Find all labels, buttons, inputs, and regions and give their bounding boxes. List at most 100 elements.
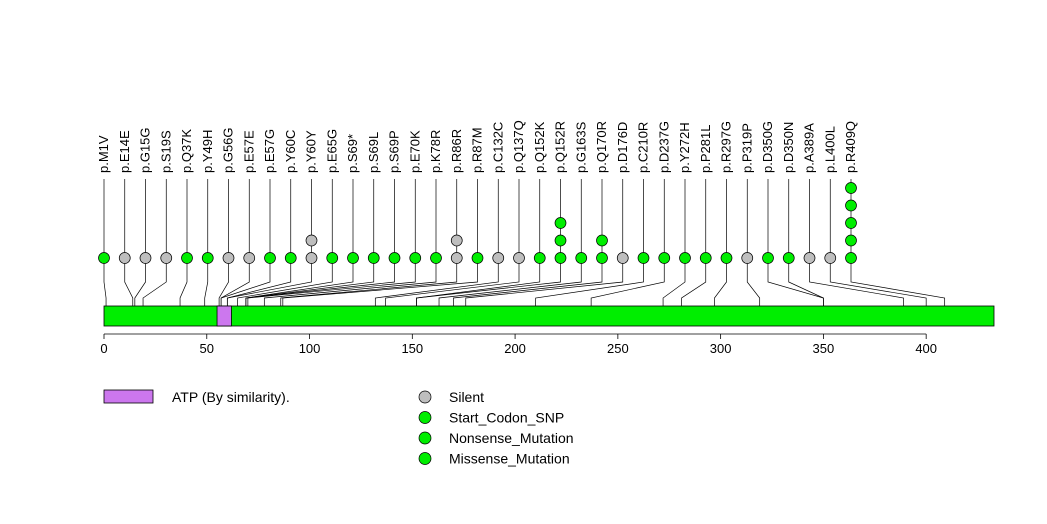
mutation-label-p-a389a: p.A389A (802, 123, 817, 173)
connector-p-y272h (662, 258, 686, 306)
connector-p-q137q (385, 258, 520, 306)
mutation-label-p-q37k: p.Q37K (179, 129, 194, 173)
connector-p-d176d (465, 258, 624, 306)
x-tick-label-200: 200 (504, 341, 526, 356)
mutation-label-p-e70k: p.E70K (407, 130, 422, 173)
mutation-label-p-s69-: p.S69* (345, 134, 360, 173)
point-p-r409q-0 (845, 252, 857, 264)
mutation-label-p-q152r: p.Q152R (553, 121, 568, 173)
point-p-r86r-1 (450, 234, 463, 247)
connector-p-s19s (142, 258, 167, 306)
point-p-s69--0 (347, 252, 359, 264)
legend-marker-silent (418, 390, 432, 404)
legend-domain-swatch-0 (103, 389, 154, 404)
connector-p-r87m (282, 258, 478, 306)
mutation-label-p-d237g: p.D237G (656, 121, 671, 173)
connector-p-e57g (220, 258, 271, 306)
connector-p-q37k (179, 258, 188, 306)
mutation-label-p-r87m: p.R87M (470, 127, 485, 173)
point-p-a389a-0 (803, 252, 816, 264)
connector-p-d350g (767, 258, 824, 306)
connector-p-d350n (788, 258, 824, 306)
mutation-stems (103, 179, 852, 258)
connector-p-k78r (263, 258, 437, 306)
legend-marker-start-codon-snp (418, 411, 432, 424)
point-p-r409q-4 (845, 182, 857, 194)
mutation-label-p-s19s: p.S19S (158, 130, 173, 173)
connector-p-e70k (247, 258, 416, 306)
mutation-label-p-p281l: p.P281L (698, 125, 713, 173)
mutation-label-p-e14e: p.E14E (117, 130, 132, 173)
legend-marker-missense-mutation (418, 452, 432, 465)
mutation-label-p-m1v: p.M1V (96, 135, 111, 173)
point-p-q170r-1 (596, 234, 608, 247)
point-p-e57g-0 (264, 252, 276, 264)
point-p-y60c-0 (284, 252, 297, 264)
connector-p-p319p (746, 258, 761, 306)
connector-p-c132c (374, 258, 499, 306)
mutation-label-p-g56g: p.G56G (221, 127, 236, 173)
connector-p-y60c (226, 258, 292, 306)
connector-p-p281l (681, 258, 707, 306)
point-p-e65g-0 (326, 252, 339, 264)
mutation-label-p-s69l: p.S69L (366, 132, 381, 173)
connector-lines (103, 258, 946, 306)
point-p-c132c-0 (492, 252, 505, 264)
mutation-label-p-y60y: p.Y60Y (304, 130, 319, 173)
mutation-label-p-e57e: p.E57E (241, 130, 256, 173)
mutation-points (98, 182, 857, 264)
point-p-r409q-1 (845, 234, 857, 247)
mutation-label-p-r409q: p.R409Q (843, 121, 858, 173)
x-tick-label-250: 250 (607, 341, 629, 356)
connector-p-q170r (453, 258, 603, 306)
connector-p-e65g (237, 258, 333, 306)
connector-p-m1v (103, 258, 107, 306)
legend-label-nonsense-mutation: Nonsense_Mutation (449, 430, 574, 446)
point-p-y60y-1 (305, 234, 318, 247)
connector-p-e14e (124, 258, 134, 306)
mutation-label-p-p319p: p.P319P (739, 123, 754, 173)
point-p-q37k-0 (181, 252, 193, 264)
point-p-p319p-0 (741, 252, 754, 264)
connector-p-l400l (829, 258, 927, 306)
point-p-m1v-0 (98, 252, 110, 264)
legend-marker-nonsense-mutation (418, 431, 432, 445)
connector-p-y49h (204, 258, 209, 306)
mutation-label-p-k78r: p.K78R (428, 130, 443, 173)
connector-p-g15g (134, 258, 146, 306)
point-p-c210r-0 (637, 252, 650, 264)
mutation-label-p-r86r: p.R86R (449, 129, 464, 173)
mutation-label-p-r297g: p.R297G (719, 121, 734, 173)
legend: ATP (By similarity). Silent Start_Codon_SN… (103, 389, 574, 467)
point-p-q152k-0 (533, 252, 546, 264)
x-tick-label-50: 50 (200, 341, 214, 356)
connector-p-y60y (226, 258, 312, 306)
connector-p-s69p (245, 258, 395, 306)
point-p-r409q-3 (845, 199, 857, 212)
mutation-label-p-d350n: p.D350N (781, 122, 796, 173)
point-p-r87m-0 (471, 252, 484, 264)
point-p-d237g-0 (658, 252, 671, 264)
x-tick-label-350: 350 (813, 341, 835, 356)
mutation-label-p-y272h: p.Y272H (677, 122, 692, 173)
connector-p-r86r (280, 258, 458, 306)
mutation-label-p-d350g: p.D350G (760, 121, 775, 173)
connector-p-r409q (850, 258, 946, 306)
legend-domain-label-0: ATP (By similarity). (172, 389, 290, 405)
point-p-g56g-0 (222, 252, 235, 264)
mutation-label-p-q170r: p.Q170R (594, 121, 609, 173)
connector-p-d237g (590, 258, 665, 306)
mutation-label-p-c210r: p.C210R (636, 122, 651, 173)
domain-0 (216, 305, 232, 327)
x-axis: 0 50 100 150 200 250 300 350 400 (100, 333, 937, 356)
connector-p-g56g (218, 258, 229, 306)
point-p-e70k-0 (409, 252, 422, 264)
point-p-y272h-0 (679, 252, 691, 264)
point-p-q152r-0 (554, 252, 567, 264)
point-p-g15g-0 (139, 252, 152, 264)
mutation-label-p-e57g: p.E57G (262, 129, 277, 173)
point-p-y60y-0 (305, 252, 318, 264)
x-tick-label-0: 0 (100, 341, 107, 356)
point-p-d350n-0 (782, 252, 795, 264)
point-p-r409q-2 (845, 217, 857, 229)
